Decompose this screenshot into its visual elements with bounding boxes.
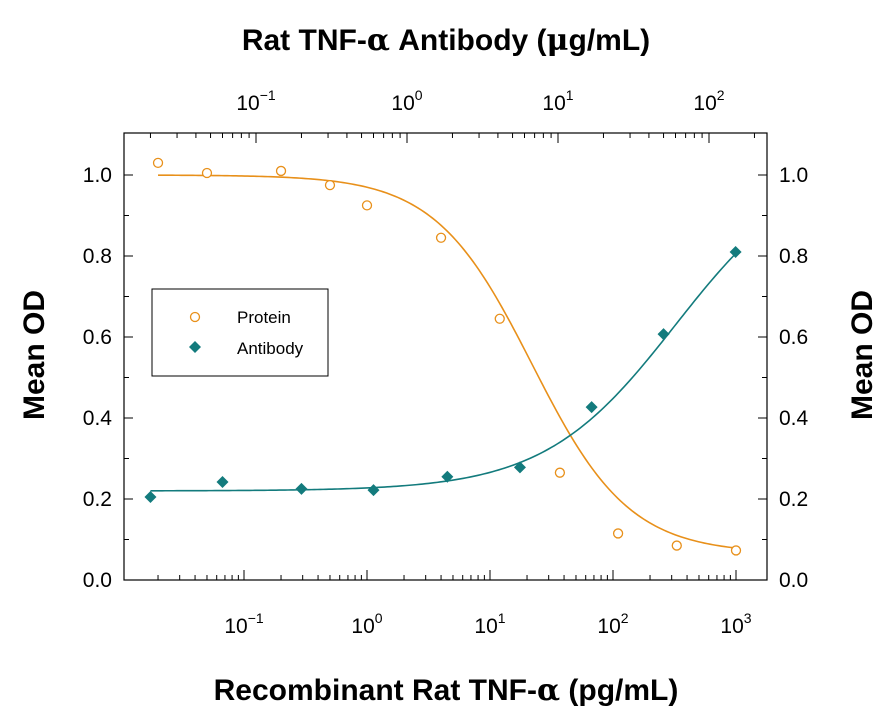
y-tick-label-right: 0.6	[779, 326, 808, 349]
bottom-tick-label: 100	[351, 610, 382, 638]
y-tick-label-left: 0.8	[83, 245, 112, 268]
legend-protein-marker	[189, 311, 201, 323]
top-tick-label: 100	[391, 87, 422, 115]
legend-antibody-label: Antibody	[237, 339, 304, 358]
y-axis-title-right: Mean OD	[846, 290, 879, 420]
bottom-axis-title-prefix: Recombinant Rat TNF-	[214, 674, 537, 707]
top-tick-label: 102	[693, 87, 724, 115]
y-tick-label-right: 0.2	[779, 488, 808, 511]
legend-box	[151, 288, 329, 377]
bottom-tick-label: 10−1	[224, 610, 264, 638]
data-point-protein	[435, 232, 447, 243]
data-point-antibody	[441, 470, 454, 483]
data-point-protein	[324, 179, 336, 191]
legend-antibody-marker	[189, 341, 201, 353]
y-tick-label-left: 0.0	[83, 569, 112, 592]
y-tick-label-left: 0.2	[83, 488, 112, 511]
top-axis-title-unit-symbol: μ	[547, 23, 569, 58]
bottom-axis-title: Recombinant Rat TNF-α (pg/mL)	[214, 673, 679, 708]
y-tick-label-left: 0.4	[83, 407, 113, 430]
data-point-protein	[201, 167, 213, 179]
plot-frame	[123, 132, 768, 581]
y-tick-label-right: 1.0	[779, 164, 808, 187]
top-tick-label: 10−1	[236, 87, 276, 115]
bottom-tick-label: 102	[597, 610, 628, 638]
top-tick-label: 101	[542, 87, 573, 115]
curves-layer	[150, 174, 737, 549]
y-tick-label-right: 0.0	[779, 569, 808, 592]
data-point-antibody	[295, 482, 308, 495]
y-axis-title-left: Mean OD	[18, 290, 51, 420]
legend: Protein Antibody	[151, 288, 329, 377]
top-axis-title-prefix: Rat TNF-	[242, 24, 367, 57]
legend-protein-label: Protein	[237, 308, 291, 327]
data-point-protein	[152, 157, 164, 169]
data-point-protein	[671, 540, 682, 551]
y-tick-label-right: 0.8	[779, 245, 808, 268]
data-point-antibody	[144, 490, 157, 503]
y-tick-label-right: 0.4	[779, 407, 809, 430]
fit-curve-protein	[158, 174, 737, 549]
y-tick-label-left: 1.0	[83, 164, 112, 187]
data-point-protein	[494, 313, 505, 324]
data-point-protein	[361, 200, 373, 211]
bottom-tick-label: 101	[474, 610, 505, 638]
bottom-tick-label: 103	[720, 610, 751, 638]
data-point-protein	[730, 545, 742, 556]
data-point-antibody	[367, 484, 380, 497]
bottom-axis-title-suffix: (pg/mL)	[560, 674, 678, 707]
top-axis-title-symbol: α	[367, 23, 390, 58]
points-layer	[144, 157, 742, 556]
ticks-layer: 0.0 0.0 0.2 0.2 0.4 0.4 0.6 0.6 0.8 0.8 1.0 1.0 10−1…	[83, 87, 809, 638]
bottom-axis-title-symbol: α	[537, 673, 560, 708]
data-point-protein	[275, 165, 287, 177]
data-point-antibody	[729, 245, 742, 258]
y-tick-label-left: 0.6	[83, 326, 112, 349]
data-point-antibody	[513, 461, 526, 474]
data-point-antibody	[657, 328, 670, 341]
data-point-protein	[612, 528, 624, 539]
data-point-antibody	[216, 475, 229, 488]
top-axis-title-suffix: g/mL)	[569, 24, 651, 57]
data-point-protein	[554, 467, 566, 478]
top-axis-title-middle: Antibody (	[390, 24, 547, 57]
data-point-antibody	[585, 401, 598, 414]
top-axis-title: Rat TNF-α Antibody (μg/mL)	[242, 23, 650, 58]
fit-curve-antibody	[150, 253, 737, 492]
